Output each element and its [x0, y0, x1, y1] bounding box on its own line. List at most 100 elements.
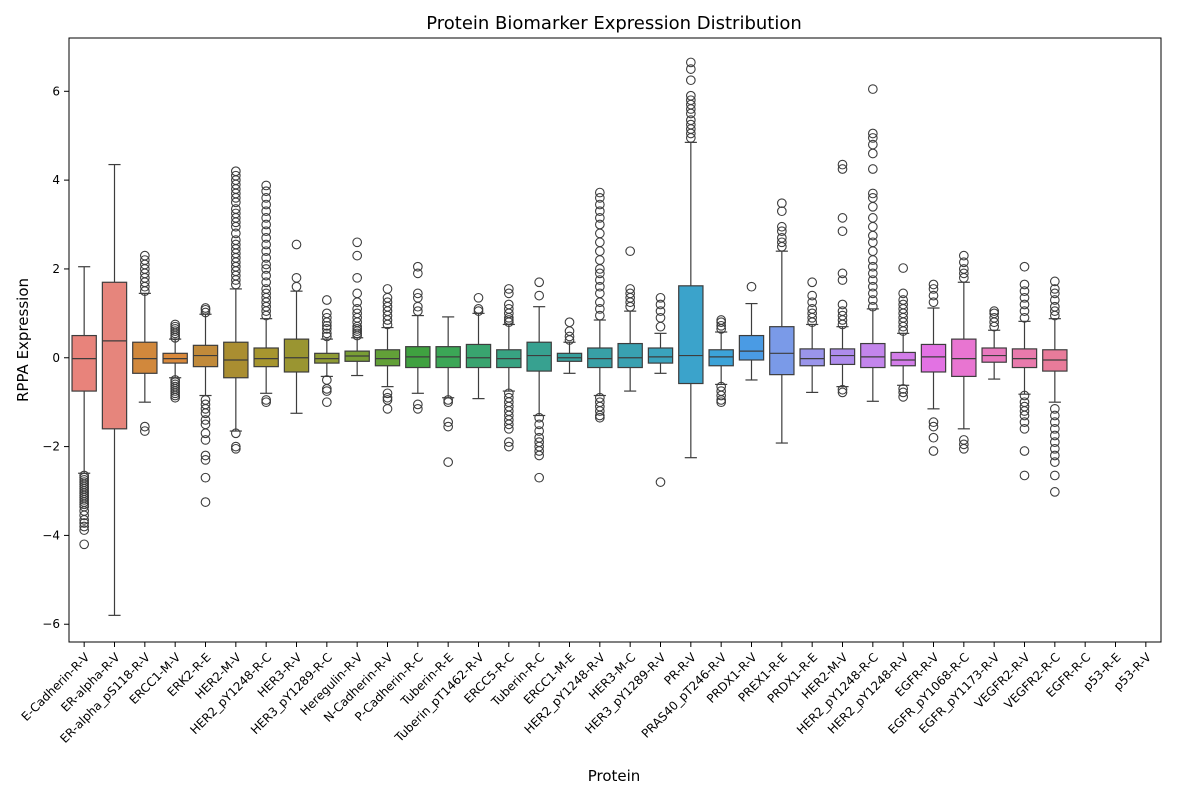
box-group	[860, 84, 886, 402]
outlier-point	[958, 439, 969, 450]
outlier-point	[837, 299, 848, 310]
outlier-point	[594, 206, 605, 217]
box-group	[435, 316, 461, 467]
outlier-point	[261, 264, 272, 274]
outlier-point	[261, 397, 272, 408]
outlier-point	[382, 395, 393, 405]
outlier-point	[685, 95, 696, 106]
outlier-point	[898, 288, 909, 299]
outlier-point	[776, 206, 787, 217]
outlier-point	[503, 288, 514, 299]
outlier-point	[412, 288, 423, 299]
iqr-box	[708, 349, 734, 367]
outlier-point	[1049, 288, 1060, 299]
outlier-point	[1049, 423, 1060, 434]
box-group	[951, 250, 977, 454]
outlier-point	[625, 288, 636, 299]
outlier-point	[594, 228, 605, 239]
iqr-box	[283, 338, 310, 373]
outlier-point	[594, 199, 605, 210]
y-tick-label: 6	[52, 84, 60, 98]
iqr-box	[829, 348, 856, 366]
outlier-point	[867, 275, 878, 285]
outlier-point	[776, 221, 787, 232]
outlier-point	[200, 415, 211, 425]
outlier-point	[261, 277, 272, 288]
outlier-point	[321, 384, 332, 394]
outlier-point	[412, 306, 423, 316]
outlier-point	[928, 446, 939, 456]
outlier-point	[1049, 284, 1060, 294]
outlier-point	[1049, 437, 1060, 447]
outlier-point	[503, 304, 514, 314]
box-group	[192, 303, 219, 507]
outlier-point	[412, 403, 423, 414]
box-group	[101, 163, 128, 616]
outlier-point	[807, 304, 818, 314]
outlier-point	[503, 437, 514, 447]
outlier-point	[200, 497, 211, 507]
outlier-point	[594, 288, 605, 299]
outlier-point	[1049, 487, 1060, 497]
iqr-box	[465, 343, 492, 369]
outlier-point	[1019, 406, 1030, 416]
outlier-point	[261, 395, 272, 405]
outlier-point	[200, 307, 211, 318]
outlier-point	[716, 397, 727, 408]
outlier-point	[382, 297, 393, 308]
x-axis-label: Protein	[588, 767, 641, 785]
outlier-point	[382, 403, 393, 414]
outlier-point	[321, 386, 332, 396]
outlier-point	[958, 264, 969, 274]
outlier-point	[230, 239, 241, 250]
outlier-point	[807, 308, 818, 319]
box-group	[647, 292, 674, 487]
outlier-point	[382, 284, 393, 294]
outlier-point	[230, 170, 241, 181]
outlier-point	[261, 219, 272, 230]
outlier-point	[958, 443, 969, 454]
outlier-point	[958, 250, 969, 261]
outlier-point	[655, 312, 666, 323]
outlier-point	[716, 390, 727, 401]
outlier-point	[1049, 470, 1060, 481]
box-group	[829, 159, 856, 398]
outlier-point	[534, 450, 545, 461]
outlier-point	[594, 255, 605, 265]
outlier-point	[837, 159, 848, 170]
outlier-point	[655, 292, 666, 303]
outlier-point	[473, 304, 484, 314]
outlier-point	[594, 219, 605, 230]
iqr-box	[71, 334, 97, 392]
outlier-point	[200, 472, 211, 483]
outlier-point	[534, 277, 545, 288]
outlier-point	[200, 303, 211, 313]
outlier-point	[685, 64, 696, 74]
outlier-point	[1049, 301, 1060, 312]
outlier-point	[867, 268, 878, 279]
outlier-point	[321, 320, 332, 331]
outlier-point	[503, 299, 514, 310]
outlier-point	[867, 128, 878, 139]
outlier-point	[867, 301, 878, 312]
y-tick-label: 4	[52, 173, 60, 187]
outlier-point	[1019, 446, 1030, 456]
outlier-point	[898, 384, 909, 394]
outlier-point	[79, 510, 90, 521]
outlier-point	[200, 435, 211, 445]
outlier-point	[261, 233, 272, 243]
outlier-point	[898, 387, 909, 398]
box-group	[132, 250, 158, 436]
iqr-box	[769, 326, 795, 376]
outlier-point	[776, 237, 787, 248]
outlier-point	[655, 477, 666, 487]
outlier-point	[352, 272, 363, 283]
box-group	[920, 279, 947, 456]
outlier-point	[200, 428, 211, 439]
outlier-point	[261, 252, 272, 263]
outlier-point	[867, 148, 878, 159]
outlier-point	[594, 275, 605, 285]
outlier-point	[594, 310, 605, 321]
outlier-point	[261, 180, 272, 191]
